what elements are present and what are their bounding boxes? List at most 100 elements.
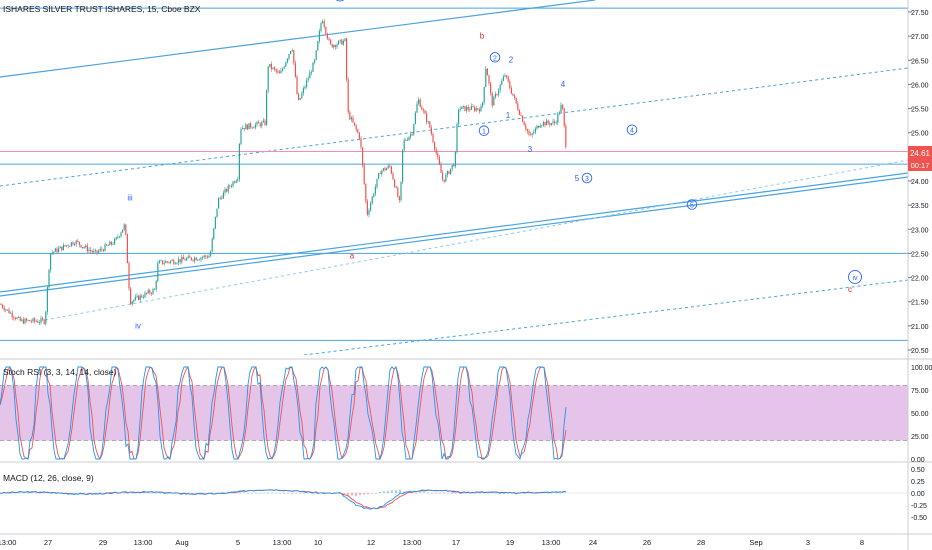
candle-body [176,262,178,264]
candle-body [269,63,271,67]
candle-body [325,26,327,34]
candle-body [136,295,138,297]
macd-histogram-bar [211,492,213,494]
candle-body [131,301,133,305]
candle-body [536,125,538,129]
macd-histogram-bar [355,493,357,497]
candle-body [317,41,319,51]
candle-body [323,21,325,27]
macd-histogram-bar [431,493,433,494]
candle-body [493,96,495,106]
macd-histogram-bar [243,492,245,493]
candle-body [38,322,40,324]
candle-body [282,68,284,71]
candle-body [264,120,266,125]
candle-body [250,123,252,128]
candle-body [266,90,268,125]
price-tick-label: 26.00 [911,82,929,89]
candle-body [358,132,360,139]
candle-body [67,245,69,247]
candle-body [80,244,82,248]
candle-body [56,248,58,253]
wave-label-circle [848,270,862,284]
wave-label: 3 [585,176,589,183]
macd-histogram-bar [483,493,485,494]
time-tick-label: 24 [589,538,597,547]
macd-histogram-bar [383,491,385,493]
candle-body [458,110,460,124]
candle-body [35,321,37,322]
wave-label: 2 [493,55,497,62]
candle-body [192,259,194,261]
candle-body [379,173,381,175]
candle-body [472,106,474,108]
wave-label: 2 [509,56,514,65]
candle-body [157,263,159,282]
candle-body [59,246,61,249]
candle-body [395,187,397,188]
candle-body [88,249,90,252]
candle-body [8,309,10,314]
macd-histogram-bar [371,493,373,494]
candle-body [30,321,32,323]
candle-body [534,128,536,133]
symbol-title[interactable]: ISHARES SILVER TRUST ISHARES, 15, Cboe B… [3,4,201,14]
time-tick-label: 13:00 [273,538,292,547]
candle-body [206,256,208,258]
macd-histogram-bar [419,492,421,493]
candle-body [253,127,255,129]
wave-label: 3 [528,145,533,154]
candle-body [467,107,469,110]
time-axis[interactable]: 13:00 27 29 13:00 Aug 5 13:00 10 12 13:00 17 19 13:0… [0,538,864,547]
macd-histogram-bar [83,492,85,494]
candle-body [149,290,151,294]
macd-histogram-bar [47,492,49,494]
macd-histogram-bar [307,492,309,494]
wave-label: iv [852,275,858,282]
candle-body [514,95,516,98]
candle-body [117,237,119,238]
time-tick-label: 28 [697,538,705,547]
macd-histogram-bar [31,492,33,494]
macd-histogram-bar [563,492,565,494]
candle-body [368,210,370,215]
wave-label-circle [626,124,638,135]
candle-body [216,208,218,217]
candle-body [510,88,512,94]
price-tick-label: 22.00 [911,276,929,283]
macd-title[interactable]: MACD (12, 26, close, 9) [3,473,94,483]
time-tick-label: 13:00 [0,538,16,547]
candle-body [181,256,183,262]
candle-body [262,120,264,123]
candle-body [438,157,440,165]
price-axis[interactable]: 27.5027.0026.5026.0025.5025.0024.5024.00… [908,10,932,522]
candle-body [555,122,557,124]
price-tick-label: 27.50 [911,10,929,17]
time-tick-label: 29 [99,538,107,547]
macd-histogram-bar [403,491,405,493]
candle-body [200,257,202,260]
stoch-rsi-pane [0,365,908,461]
candle-body [128,263,130,289]
candle-body [178,259,180,263]
time-tick-label: 12 [367,538,375,547]
macd-histogram-bar [291,493,293,494]
candle-body [54,248,56,252]
stoch-rsi-title[interactable]: Stoch RSI (3, 3, 14, 14, close) [3,367,117,377]
candle-body [267,66,269,91]
candle-body [454,151,456,167]
time-tick-label: Aug [175,538,188,547]
candle-body [306,80,308,87]
candle-body [53,251,55,253]
candle-body [298,94,300,100]
candle-body [211,238,213,252]
candle-body [501,80,503,85]
candle-body [328,38,330,40]
candle-body [443,179,445,182]
candle-body [70,242,72,246]
macd-histogram-bar [239,492,241,493]
candle-body [115,237,117,240]
candle-body [408,136,410,140]
candle-body [26,318,28,321]
candle-body [518,109,520,115]
